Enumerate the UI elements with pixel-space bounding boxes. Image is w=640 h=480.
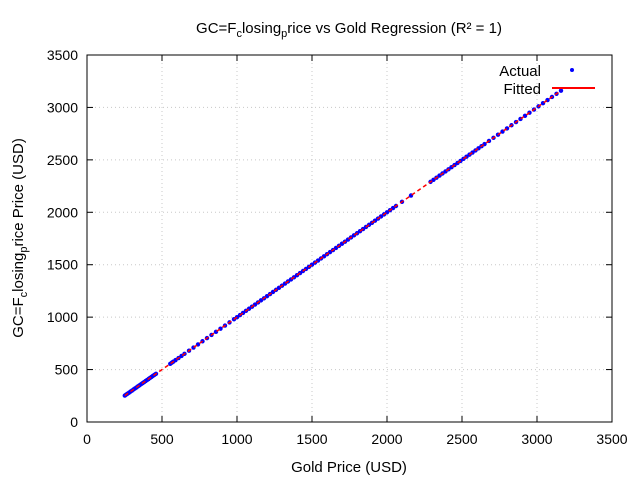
x-axis-ticks: 0 500 1000 1500 2000 2500 3000 3500 — [83, 55, 628, 447]
y-axis-label: GC=Fclosingprice Price (USD) — [10, 138, 30, 338]
y-tick-label: 0 — [70, 414, 78, 430]
y-tick-label: 3000 — [47, 99, 78, 115]
label-text: GC=F — [10, 297, 27, 337]
x-tick-label: 2000 — [371, 431, 402, 447]
x-tick-label: 3000 — [521, 431, 552, 447]
y-tick-label: 1000 — [47, 309, 78, 325]
fitted-line — [124, 90, 562, 397]
subscript-text: p — [18, 247, 30, 253]
legend-label-actual: Actual — [499, 63, 541, 80]
subscript-text: c — [18, 291, 30, 297]
y-tick-label: 1500 — [47, 257, 78, 273]
label-text: losing — [10, 253, 27, 292]
label-text: rice vs Gold Regression (R² = 1) — [287, 20, 502, 37]
chart-title: GC=Fclosingprice vs Gold Regression (R² … — [196, 20, 502, 40]
subscript-text: c — [236, 28, 242, 40]
x-axis-label: Gold Price (USD) — [291, 459, 407, 476]
legend: Actual Fitted — [499, 63, 595, 98]
x-tick-label: 1500 — [296, 431, 327, 447]
x-tick-label: 1000 — [221, 431, 252, 447]
fitted-line-group — [124, 90, 562, 397]
y-tick-label: 3500 — [47, 47, 78, 63]
y-tick-label: 2000 — [47, 204, 78, 220]
x-tick-label: 0 — [83, 431, 91, 447]
x-tick-label: 3500 — [596, 431, 627, 447]
plot-frame — [86, 54, 613, 423]
legend-label-fitted: Fitted — [503, 81, 541, 98]
y-tick-label: 2500 — [47, 152, 78, 168]
subscript-text: p — [281, 28, 287, 40]
label-text: rice Price (USD) — [10, 138, 27, 246]
x-tick-label: 500 — [150, 431, 174, 447]
label-text: losing — [242, 20, 281, 37]
x-tick-label: 2500 — [446, 431, 477, 447]
label-text: GC=F — [196, 20, 236, 37]
y-tick-label: 500 — [55, 362, 79, 378]
legend-marker-actual — [570, 68, 574, 72]
y-axis-ticks: 0 500 1000 1500 2000 2500 3000 3500 — [47, 47, 612, 430]
